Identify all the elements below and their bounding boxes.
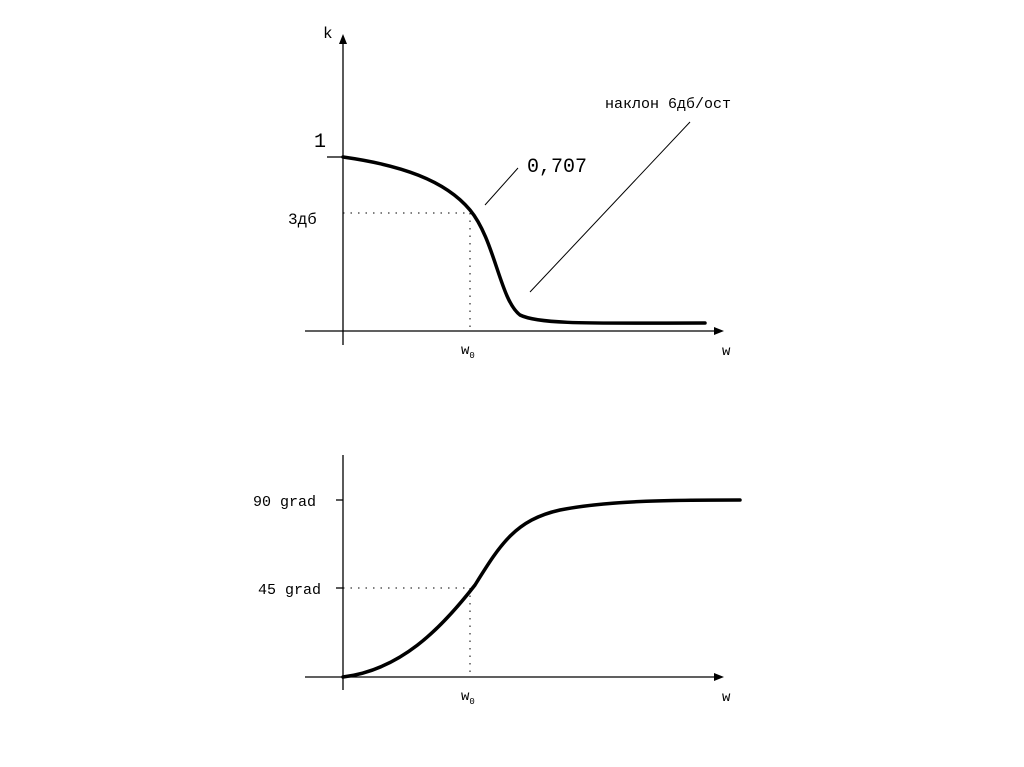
x-marker: w0 bbox=[461, 689, 475, 707]
y-label: 90 grad bbox=[253, 494, 316, 511]
arrow bbox=[714, 673, 724, 681]
magnitude-plot: k 1 3дб 0,707 наклон 6дб/ост w w0 bbox=[288, 25, 731, 361]
x-marker-main: w bbox=[461, 343, 470, 359]
x-marker-subscript: 0 bbox=[469, 351, 474, 361]
y-label: 3дб bbox=[288, 211, 317, 229]
leader-line bbox=[529, 121, 691, 293]
arrow bbox=[339, 34, 347, 44]
phase-plot: 90 grad 45 grad w w0 bbox=[253, 455, 742, 707]
annotation: наклон 6дб/ост bbox=[605, 96, 731, 113]
magnitude-curve bbox=[341, 155, 707, 325]
x-axis-label: w bbox=[722, 344, 731, 360]
arrow bbox=[714, 327, 724, 335]
value-label: 0,707 bbox=[527, 156, 587, 179]
phase-curve bbox=[341, 498, 742, 679]
y-axis-label: k bbox=[323, 25, 333, 43]
x-marker: w0 bbox=[461, 343, 475, 361]
y-label: 45 grad bbox=[258, 582, 321, 599]
leader-line bbox=[484, 167, 519, 206]
x-marker-main: w bbox=[461, 689, 470, 705]
y-label: 1 bbox=[314, 131, 326, 154]
x-marker-subscript: 0 bbox=[469, 697, 474, 707]
x-axis-label: w bbox=[722, 690, 731, 706]
